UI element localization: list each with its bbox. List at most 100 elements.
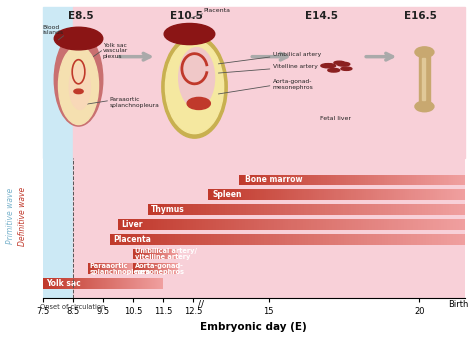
Bar (409, 234, 411, 245)
Bar (154, 204, 156, 215)
Bar (210, 189, 213, 200)
Bar (219, 219, 222, 230)
Bar (119, 234, 122, 245)
Bar (137, 278, 138, 289)
Bar (154, 278, 155, 289)
Bar (326, 219, 329, 230)
Bar (332, 189, 334, 200)
Bar (73, 278, 74, 289)
Bar (396, 204, 399, 215)
Bar (113, 278, 114, 289)
Bar (306, 175, 308, 185)
Bar (402, 234, 406, 245)
Bar (364, 189, 366, 200)
Bar (314, 204, 317, 215)
Bar (273, 234, 276, 245)
Bar (161, 278, 162, 289)
Bar (219, 189, 221, 200)
Bar (422, 189, 424, 200)
Bar (415, 219, 419, 230)
Bar (221, 189, 223, 200)
Bar (323, 234, 326, 245)
Bar (135, 278, 136, 289)
Bar (141, 278, 142, 289)
Bar (234, 189, 236, 200)
Bar (180, 204, 182, 215)
Ellipse shape (165, 40, 224, 134)
Bar (110, 234, 113, 245)
Bar (196, 234, 199, 245)
Bar (264, 234, 267, 245)
Bar (346, 234, 349, 245)
Ellipse shape (321, 63, 336, 68)
Bar (439, 189, 441, 200)
Bar (423, 234, 426, 245)
Bar (427, 175, 429, 185)
Bar (459, 175, 461, 185)
Bar (254, 219, 256, 230)
Text: Fetal liver: Fetal liver (320, 116, 351, 120)
Bar (196, 204, 198, 215)
Bar (445, 189, 447, 200)
Bar (226, 189, 228, 200)
Bar (351, 204, 354, 215)
Bar (63, 278, 64, 289)
Bar (169, 204, 172, 215)
Bar (354, 175, 356, 185)
Bar (268, 189, 270, 200)
Bar (208, 219, 210, 230)
Bar (43, 158, 73, 298)
Bar (349, 234, 352, 245)
Bar (302, 189, 304, 200)
Bar (97, 278, 98, 289)
Bar (231, 219, 234, 230)
Text: Umbilical artery/
vitelline artery: Umbilical artery/ vitelline artery (135, 248, 196, 260)
Bar (311, 234, 314, 245)
Bar (433, 219, 436, 230)
Ellipse shape (69, 64, 91, 109)
Bar (428, 189, 430, 200)
Bar (112, 278, 113, 289)
Bar (243, 189, 245, 200)
Bar (211, 234, 214, 245)
Bar (335, 204, 338, 215)
Text: Onset of circulation: Onset of circulation (40, 304, 105, 310)
Bar (162, 278, 163, 289)
Bar (71, 278, 72, 289)
Bar (157, 278, 158, 289)
Bar (320, 219, 323, 230)
Bar (399, 175, 401, 185)
Bar (69, 278, 70, 289)
Bar (269, 204, 272, 215)
Bar (255, 175, 257, 185)
Bar (426, 189, 428, 200)
Bar (67, 278, 68, 289)
Bar (282, 175, 284, 185)
Bar (124, 278, 125, 289)
Bar (432, 189, 435, 200)
Bar (351, 189, 354, 200)
Bar (88, 278, 89, 289)
Bar (248, 204, 251, 215)
Bar (237, 219, 239, 230)
Bar (278, 175, 280, 185)
Bar (425, 175, 427, 185)
Bar (419, 219, 421, 230)
Text: Blood
islands: Blood islands (43, 25, 64, 35)
Bar (380, 204, 383, 215)
Bar (317, 234, 320, 245)
Bar (362, 204, 365, 215)
Bar (381, 219, 383, 230)
Bar (397, 175, 399, 185)
Bar (51, 278, 52, 289)
Bar (190, 219, 193, 230)
Bar (115, 278, 116, 289)
Bar (330, 204, 333, 215)
Ellipse shape (415, 101, 434, 112)
Bar (238, 204, 240, 215)
Bar (44, 278, 45, 289)
Bar (248, 175, 250, 185)
Bar (301, 204, 304, 215)
Bar (80, 278, 81, 289)
Bar (325, 175, 327, 185)
